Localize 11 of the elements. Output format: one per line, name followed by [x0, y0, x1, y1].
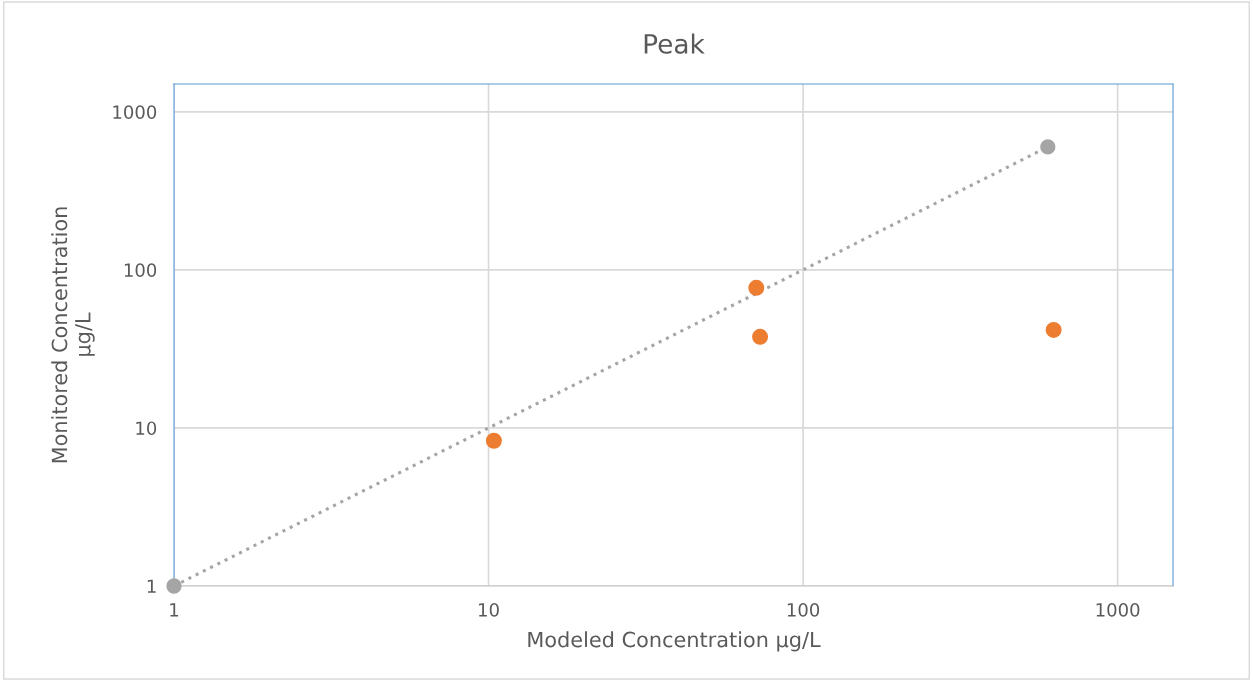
y-tick-label: 1000: [113, 105, 157, 119]
x-tick-label: 1000: [1096, 602, 1140, 617]
x-tick-label: 1: [170, 603, 179, 617]
x-axis-title: Modeled Concentration µg/L: [528, 631, 821, 652]
y-tick-label: 100: [124, 263, 157, 277]
y-axis-title: Monitored Concentration µg/L: [51, 207, 95, 463]
y-tick-label: 1: [147, 579, 156, 593]
chart-title: Peak: [644, 33, 705, 54]
x-tick-label: 10: [479, 602, 499, 617]
x-tick-label: 100: [787, 602, 820, 617]
y-tick-label: 10: [136, 421, 157, 436]
